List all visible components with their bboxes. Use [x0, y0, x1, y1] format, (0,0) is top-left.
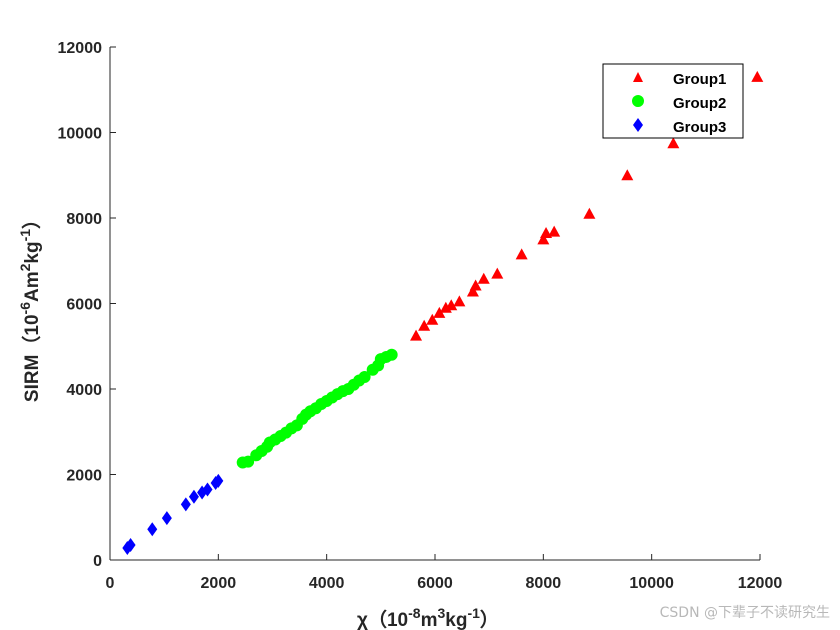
data-point-group1 — [583, 207, 596, 219]
data-point-group3 — [147, 522, 158, 537]
data-point-group1 — [418, 319, 431, 331]
data-point-group1 — [426, 313, 439, 325]
y-tick-group: 0 2000 4000 6000 8000 10000 12000 — [58, 40, 116, 570]
data-points — [122, 70, 764, 556]
data-point-group1 — [453, 295, 466, 307]
data-point-group3 — [161, 511, 172, 526]
data-point-group3 — [125, 538, 136, 553]
x-tick-label: 8000 — [526, 575, 562, 592]
data-point-group3 — [180, 497, 191, 512]
legend: Group1 Group2 Group3 — [602, 63, 744, 139]
y-tick-label: 6000 — [66, 297, 102, 314]
x-tick-label: 12000 — [738, 575, 783, 592]
legend-marker-diamond — [633, 118, 643, 132]
y-axis-title: SIRM（10-6Am2kg-1） — [17, 210, 43, 402]
x-tick-label: 10000 — [629, 575, 674, 592]
x-tick-label: 4000 — [309, 575, 345, 592]
data-point-group3 — [202, 482, 213, 497]
data-point-group3 — [213, 473, 224, 488]
series-group3 — [122, 473, 224, 556]
data-point-group2 — [242, 455, 255, 468]
series-group1 — [410, 70, 764, 341]
data-point-group3 — [188, 489, 199, 504]
legend-label-group3: Group3 — [673, 119, 726, 136]
x-tick-group: 0 2000 4000 6000 8000 10000 12000 — [106, 554, 783, 592]
x-tick-label: 2000 — [201, 575, 237, 592]
data-point-group1 — [751, 70, 764, 82]
data-point-group1 — [469, 279, 482, 291]
x-tick-label: 6000 — [417, 575, 453, 592]
y-tick-label: 8000 — [66, 211, 102, 228]
data-point-group1 — [445, 299, 458, 311]
data-point-group1 — [477, 272, 490, 284]
data-point-group1 — [491, 267, 504, 279]
watermark: CSDN @下辈子不读研究生 — [659, 605, 830, 621]
data-point-group1 — [410, 329, 423, 341]
y-tick-label: 4000 — [66, 382, 102, 399]
legend-marker-circle — [632, 95, 644, 107]
legend-box — [602, 63, 744, 139]
legend-marker-triangle — [633, 72, 643, 82]
y-tick-label: 0 — [93, 553, 102, 570]
data-point-group1 — [548, 225, 561, 237]
data-point-group1 — [466, 285, 479, 297]
data-point-group2 — [358, 371, 371, 384]
series-group2 — [236, 348, 398, 469]
legend-label-group2: Group2 — [673, 95, 726, 112]
x-axis-title: χ（10-8m3kg-1） — [357, 605, 499, 630]
y-tick-label: 10000 — [58, 126, 103, 143]
data-point-group2 — [385, 348, 398, 361]
data-point-group1 — [667, 137, 680, 149]
data-point-group1 — [515, 248, 528, 260]
y-tick-label: 12000 — [58, 40, 103, 57]
y-tick-label: 2000 — [66, 468, 102, 485]
data-point-group1 — [537, 233, 550, 245]
data-point-group1 — [621, 169, 634, 181]
x-tick-label: 0 — [106, 575, 115, 592]
data-point-group1 — [433, 306, 446, 318]
legend-label-group1: Group1 — [673, 71, 726, 88]
